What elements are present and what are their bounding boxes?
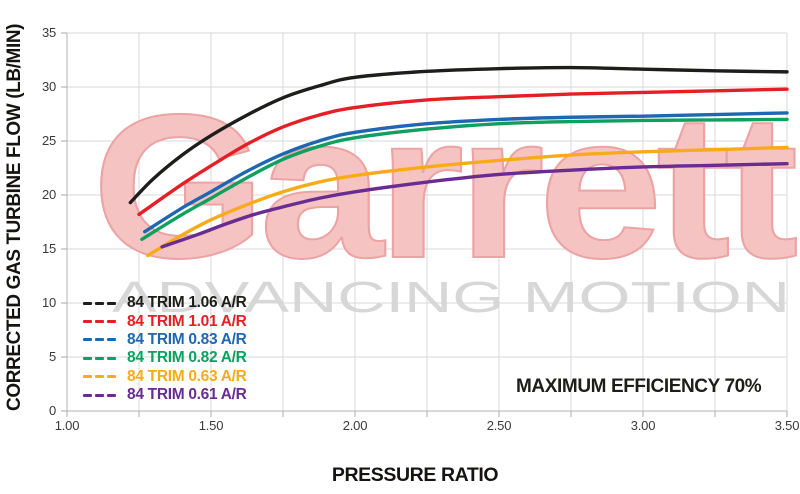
flow-curve [143, 111, 789, 234]
legend-label: 84 TRIM 0.63 A/R [127, 367, 247, 385]
flow-curves [128, 65, 789, 258]
legend-label: 84 TRIM 0.61 A/R [127, 386, 247, 404]
legend-dash-marker [83, 393, 118, 397]
flow-curve [145, 145, 789, 258]
y-tick-label: 30 [41, 79, 56, 94]
y-tick-label: 10 [41, 295, 56, 310]
legend-item: 84 TRIM 1.06 A/R [83, 294, 247, 312]
x-tick-label: 2.00 [342, 418, 368, 433]
legend-dash-marker [83, 356, 118, 360]
x-tick-label: 1.00 [54, 418, 80, 433]
y-tick-label: 5 [48, 349, 56, 364]
legend-item: 84 TRIM 0.61 A/R [83, 386, 247, 404]
y-tick-label: 0 [48, 403, 56, 418]
y-tick-label: 25 [41, 133, 56, 148]
garrett-logo-watermark: Garrett [92, 72, 796, 301]
legend-item: 84 TRIM 0.83 A/R [83, 331, 247, 349]
garrett-watermark: Garrett ADVANCING MOTION [91, 71, 800, 322]
max-efficiency-label: MAXIMUM EFFICIENCY 70% [516, 376, 762, 397]
y-tick-label: 35 [41, 25, 56, 40]
advancing-motion-watermark: ADVANCING MOTION [112, 273, 790, 322]
x-tick-label: 1.50 [198, 418, 224, 433]
legend-dash-marker [83, 301, 118, 305]
legend: 84 TRIM 1.06 A/R 84 TRIM 1.01 A/R 84 TRIM … [83, 294, 247, 404]
legend-label: 84 TRIM 0.82 A/R [127, 349, 247, 367]
x-tick-label: 2.50 [486, 418, 512, 433]
x-axis-title: PRESSURE RATIO [331, 464, 499, 486]
y-tick-label: 15 [41, 241, 56, 256]
flow-curve [140, 117, 789, 241]
legend-dash-marker [83, 338, 118, 342]
x-tick-label: 3.50 [774, 418, 800, 433]
legend-item: 84 TRIM 0.63 A/R [83, 368, 247, 386]
x-tick-label: 3.00 [630, 418, 656, 433]
flow-curve [128, 65, 789, 205]
flow-curve [160, 161, 789, 249]
legend-item: 84 TRIM 0.82 A/R [83, 349, 247, 367]
axes [61, 32, 788, 417]
legend-item: 84 TRIM 1.01 A/R [83, 312, 247, 330]
flow-curve [137, 87, 789, 217]
legend-dash-marker [83, 320, 118, 324]
legend-label: 84 TRIM 1.06 A/R [127, 294, 247, 312]
legend-dash-marker [83, 375, 118, 379]
legend-label: 84 TRIM 1.01 A/R [127, 312, 247, 330]
legend-label: 84 TRIM 0.83 A/R [127, 330, 247, 348]
y-tick-label: 20 [41, 187, 56, 202]
